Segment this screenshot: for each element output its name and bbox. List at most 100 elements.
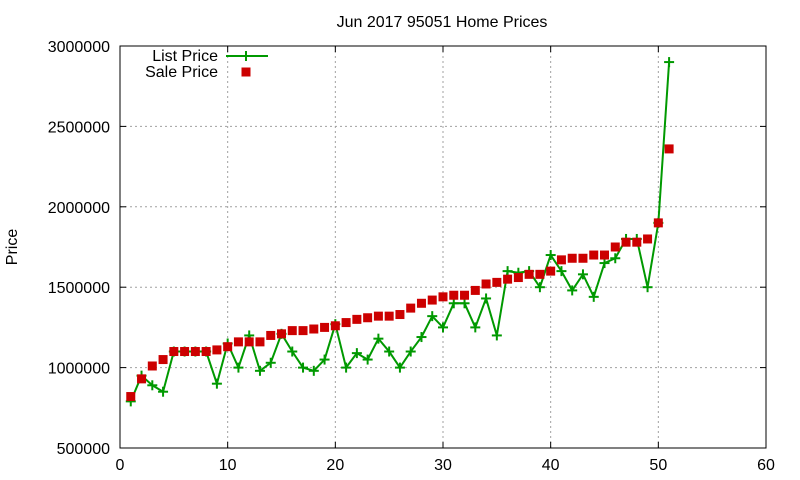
sale-price-point	[632, 237, 642, 247]
list-price-point	[211, 378, 222, 389]
sale-price-point	[600, 250, 609, 260]
sale-price-point	[406, 303, 416, 313]
y-tick-label: 1000000	[48, 361, 110, 378]
sale-price-point	[492, 277, 502, 287]
sale-price-point	[416, 298, 426, 308]
sale-price-point	[201, 347, 211, 357]
list-price-point	[599, 258, 610, 269]
list-price-point	[158, 386, 169, 397]
list-price-point	[470, 322, 481, 333]
sale-price-point	[190, 347, 200, 357]
list-price-point	[233, 362, 244, 373]
list-price-point	[438, 322, 448, 333]
sale-price-point	[137, 374, 147, 384]
y-tick-label: 500000	[57, 441, 110, 458]
sale-price-point	[330, 321, 340, 331]
sale-price-point	[664, 144, 674, 154]
axes: 0 10 20 30 40 50 60 500000 1000000 1500000 2000000…	[48, 39, 775, 474]
sale-price-point	[373, 311, 383, 321]
x-tick-label: 50	[649, 457, 667, 474]
sale-price-point	[244, 337, 254, 347]
sale-price-point	[438, 292, 448, 302]
y-tick-label: 2000000	[48, 200, 110, 217]
list-price-point	[308, 365, 319, 376]
sale-price-point	[341, 318, 351, 328]
sale-price-point	[223, 342, 233, 352]
list-price-point	[147, 380, 158, 391]
list-price-point	[588, 291, 599, 302]
list-price-point	[287, 346, 298, 357]
sale-price-point	[266, 330, 276, 340]
sale-price-point	[503, 274, 513, 284]
sale-price-point	[147, 361, 157, 371]
sale-price-point	[384, 311, 394, 321]
sale-price-point	[470, 285, 480, 295]
list-price-point	[610, 253, 621, 264]
sale-price-point	[567, 253, 577, 263]
sale-price-point	[255, 337, 265, 347]
sale-price-point	[513, 273, 523, 283]
sale-price-point	[352, 314, 362, 324]
x-tick-label: 30	[434, 457, 452, 474]
legend-label: Sale Price	[145, 64, 218, 81]
list-price-point	[459, 298, 470, 309]
list-price-point	[502, 266, 513, 277]
list-price-point	[642, 282, 653, 293]
sale-price-point	[556, 255, 566, 265]
list-price-point	[298, 362, 309, 373]
sale-price-point	[535, 269, 545, 279]
grid	[120, 46, 766, 448]
legend-square-key	[241, 67, 251, 77]
list-price-line	[129, 62, 671, 402]
list-price-point	[394, 362, 405, 373]
list-price-point	[265, 357, 276, 368]
y-tick-label: 1500000	[48, 280, 110, 297]
sale-price-point	[180, 347, 190, 357]
x-tick-label: 40	[542, 457, 560, 474]
sale-price-point	[277, 329, 286, 339]
sale-price-point	[212, 345, 222, 355]
y-tick-label: 2500000	[48, 119, 110, 136]
list-price-point	[556, 266, 567, 277]
sale-price-point	[546, 266, 556, 276]
sale-price-point	[481, 279, 491, 289]
sale-price-point	[589, 250, 599, 260]
sale-price-point	[126, 392, 136, 402]
list-price-point	[481, 293, 492, 304]
x-tick-label: 0	[116, 457, 125, 474]
sale-price-point	[287, 326, 297, 336]
sale-price-point	[460, 290, 470, 300]
sale-price-point	[427, 295, 437, 305]
sale-price-point	[298, 326, 308, 336]
list-price-point	[664, 57, 675, 68]
list-price-point	[545, 250, 556, 261]
sale-price-point	[233, 337, 243, 347]
y-axis-label: Price	[4, 229, 21, 266]
list-price-point	[427, 311, 438, 322]
x-tick-label: 10	[219, 457, 237, 474]
list-price-point	[448, 298, 459, 309]
sale-price-point	[169, 347, 179, 357]
legend-label: List Price	[152, 48, 218, 65]
list-price-point	[319, 354, 330, 365]
series	[125, 57, 675, 407]
legend-plus-key	[241, 51, 251, 61]
sale-price-point	[449, 290, 459, 300]
list-price-point	[405, 346, 416, 357]
list-price-point	[416, 332, 427, 343]
list-price-point	[567, 285, 578, 296]
list-price-point	[491, 330, 502, 341]
sale-price-point	[363, 313, 373, 323]
sale-price-point	[309, 324, 319, 334]
series-sale-price	[126, 144, 674, 402]
list-price-point	[351, 348, 362, 359]
list-price-point	[384, 346, 395, 357]
sale-price-point	[643, 234, 653, 244]
y-tick-label: 3000000	[48, 39, 110, 56]
list-price-point	[577, 269, 588, 280]
list-price-point	[254, 365, 265, 376]
sale-price-point	[524, 269, 534, 279]
sale-price-point	[578, 253, 588, 263]
